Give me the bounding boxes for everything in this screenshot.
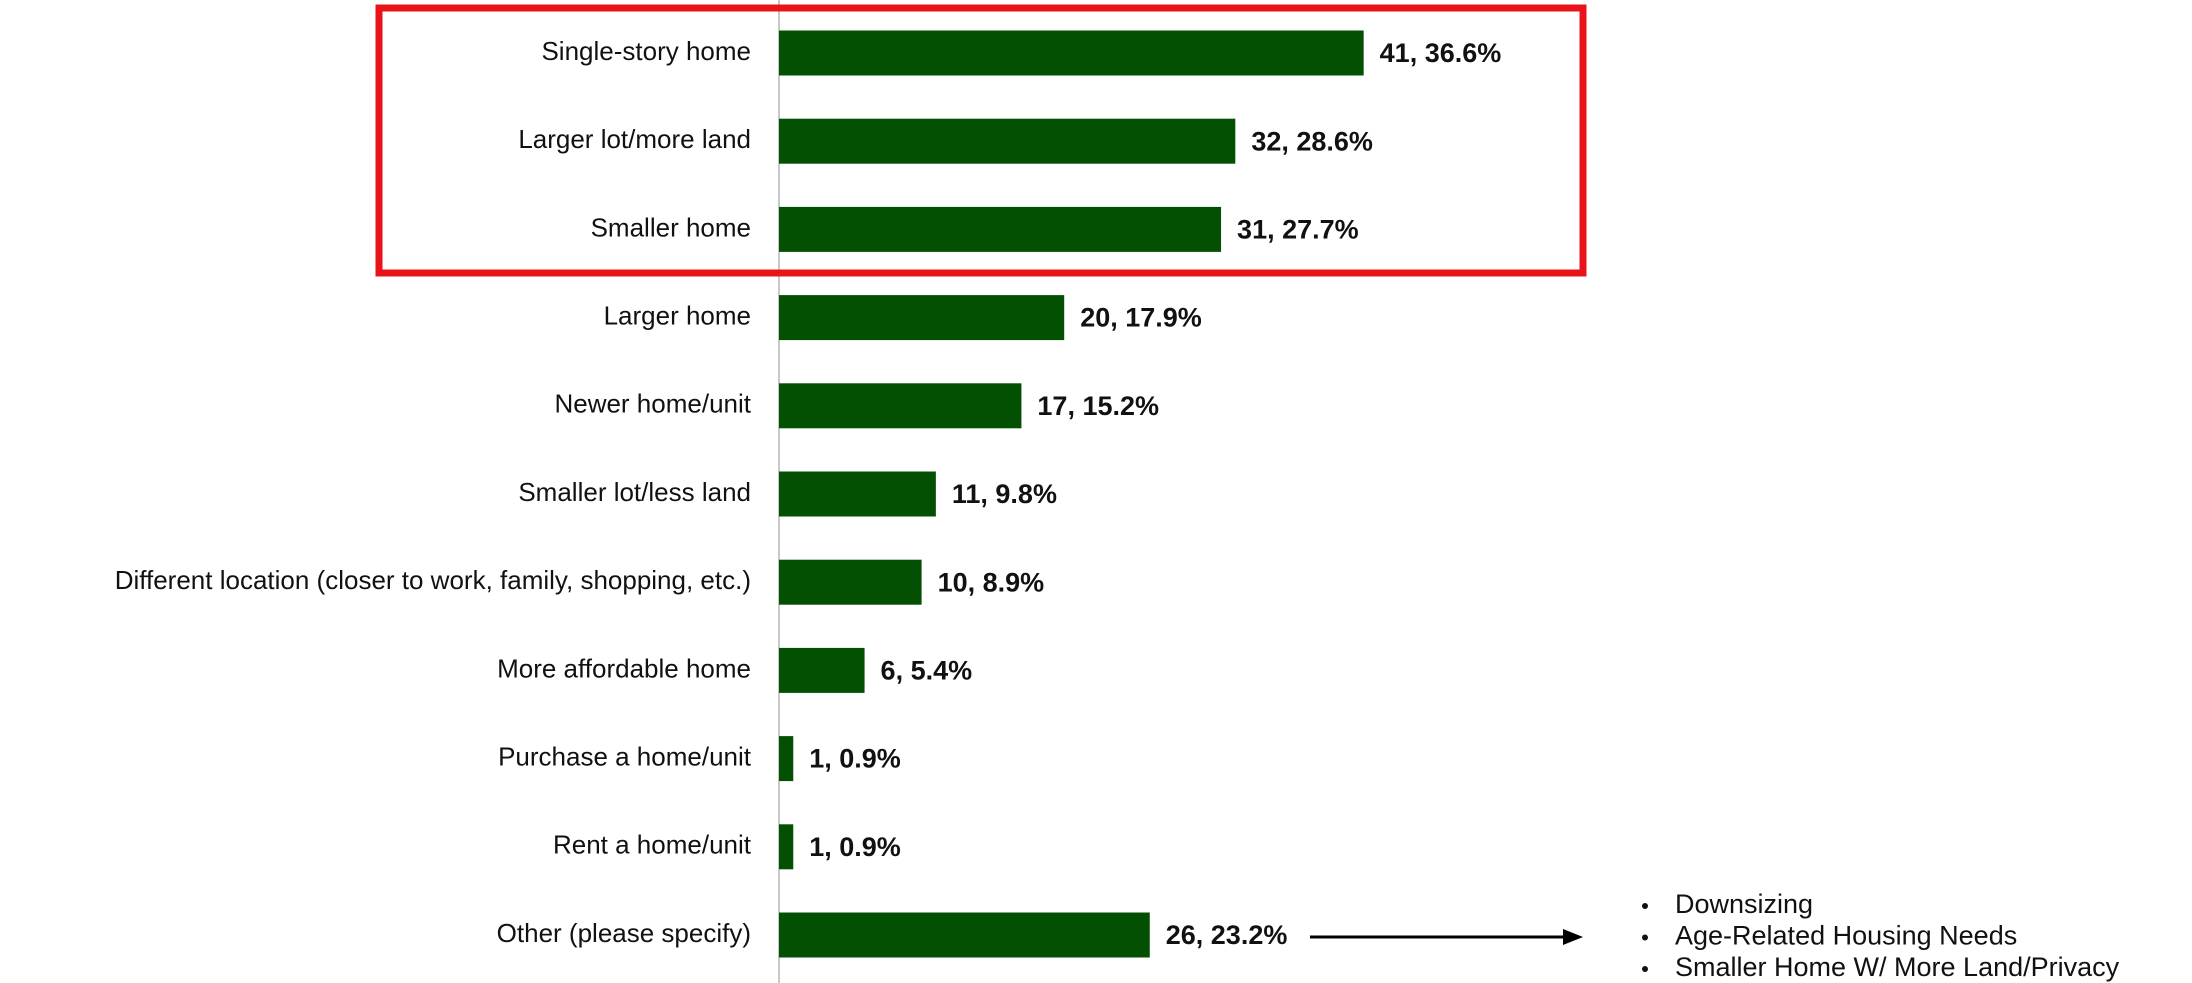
bar (779, 912, 1150, 958)
category-label: Rent a home/unit (553, 830, 752, 860)
bar (779, 295, 1065, 341)
arrow-head (1563, 929, 1583, 945)
category-label: Larger lot/more land (518, 124, 751, 154)
value-label: 26, 23.2% (1166, 920, 1288, 950)
bullet (1642, 934, 1648, 941)
bar (779, 206, 1222, 252)
value-label: 41, 36.6% (1380, 38, 1502, 68)
highlight-box (375, 4, 1587, 277)
bullet (1642, 966, 1648, 972)
bar (779, 118, 1236, 164)
annotation: Downsizing (1675, 889, 1813, 919)
bar (779, 736, 794, 782)
bar (779, 471, 936, 517)
category-label: Larger home (604, 300, 751, 330)
value-label: 1, 0.9% (809, 744, 901, 774)
value-label: 11, 9.8% (952, 479, 1057, 509)
bar (779, 559, 922, 605)
value-label: 6, 5.4% (881, 656, 973, 686)
category-label: Newer home/unit (554, 389, 751, 419)
category-label: Different location (closer to work, fami… (115, 565, 751, 595)
value-label: 10, 8.9% (938, 567, 1045, 597)
bar (779, 30, 1364, 76)
bar (779, 824, 794, 870)
category-label: Other (please specify) (497, 918, 751, 948)
value-label: 31, 27.7% (1237, 215, 1359, 245)
bar (779, 383, 1022, 429)
category-label: More affordable home (497, 653, 751, 683)
value-label: 20, 17.9% (1080, 303, 1202, 333)
value-label: 1, 0.9% (809, 832, 901, 862)
value-label: 17, 15.2% (1037, 391, 1159, 421)
category-label: Smaller lot/less land (518, 477, 751, 507)
category-label: Smaller home (591, 212, 751, 242)
annotation: Smaller Home W/ More Land/Privacy (1675, 952, 2120, 982)
category-label: Single-story home (541, 36, 751, 66)
bullet (1642, 903, 1648, 909)
bar (779, 647, 865, 693)
annotation: Age-Related Housing Needs (1675, 921, 2017, 951)
value-label: 32, 28.6% (1251, 126, 1373, 156)
category-label: Purchase a home/unit (498, 741, 752, 771)
